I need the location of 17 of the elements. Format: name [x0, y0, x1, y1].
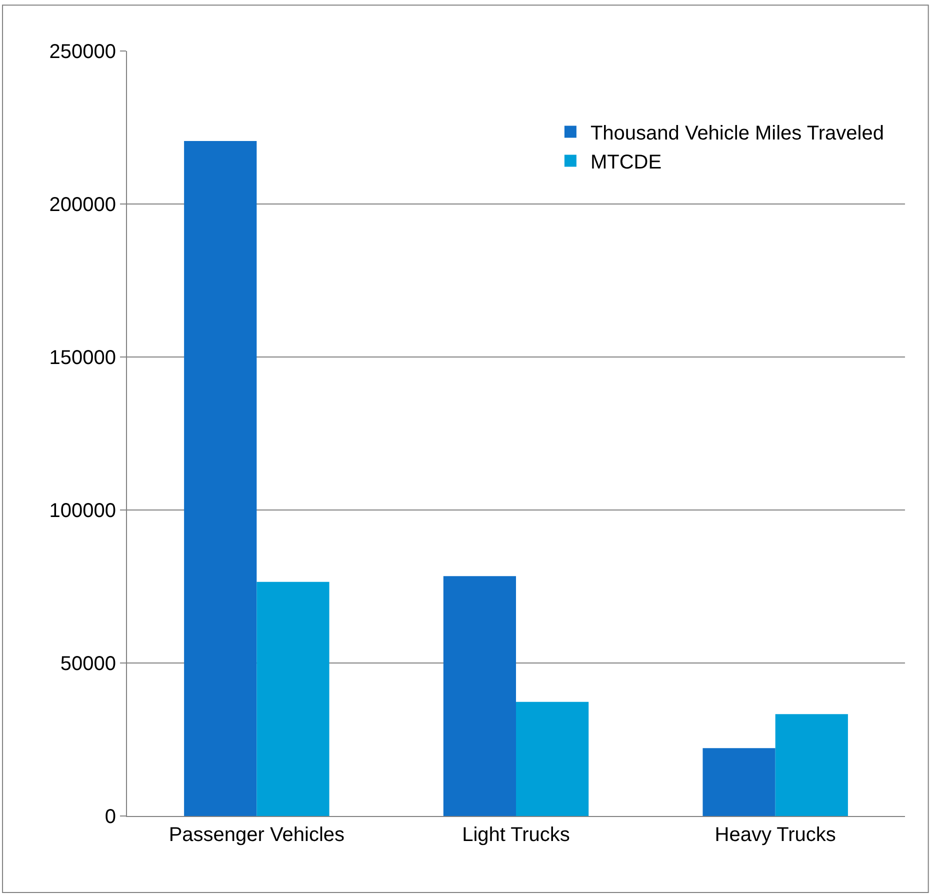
- y-tick-label: 100000: [49, 500, 116, 522]
- y-tick-label: 250000: [49, 41, 116, 63]
- bar: [516, 702, 589, 816]
- y-tick-label: 200000: [49, 194, 116, 216]
- bar: [443, 576, 516, 816]
- bar: [702, 748, 776, 816]
- y-tick-label: 0: [104, 806, 116, 828]
- legend-label: MTCDE: [590, 152, 662, 174]
- bar: [256, 582, 330, 816]
- legend-label: Thousand Vehicle Miles Traveled: [590, 122, 884, 144]
- bar: [775, 714, 848, 816]
- bar: [184, 140, 257, 816]
- x-tick-label: Light Trucks: [462, 824, 570, 846]
- y-tick-label: 50000: [60, 653, 116, 675]
- x-tick-label: Heavy Trucks: [714, 824, 836, 846]
- x-tick-label: Passenger Vehicles: [168, 824, 345, 846]
- y-tick-label: 150000: [49, 347, 116, 369]
